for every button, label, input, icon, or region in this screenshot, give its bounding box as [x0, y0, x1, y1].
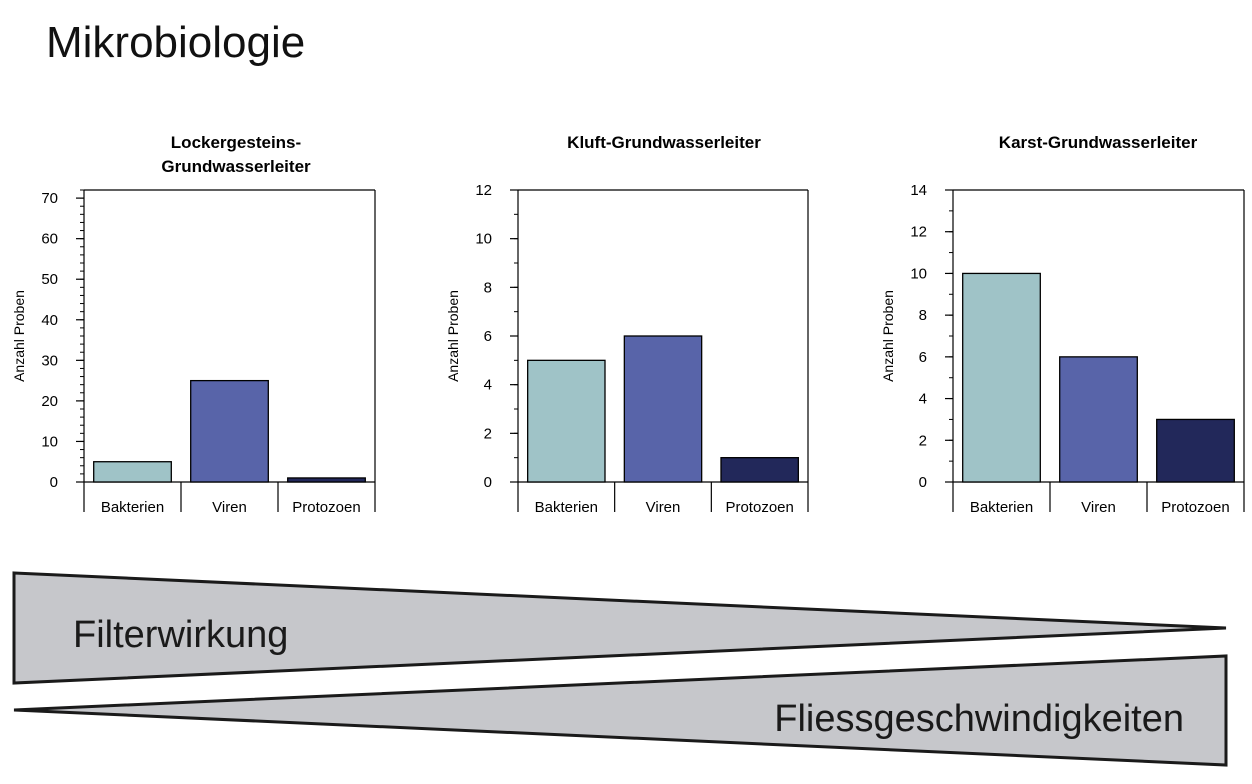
bar-bakterien: [527, 359, 606, 483]
bar-chart-1: Lockergesteins- Grundwasserleiter 0 10 20 30 4…: [11, 133, 376, 516]
y-tick-label: 40: [41, 312, 58, 329]
y-tick-label: 14: [910, 182, 927, 199]
page-title: Mikrobiologie: [46, 18, 306, 67]
fliessgeschwindigkeiten-wedge: [13, 654, 1228, 767]
bar-protozoen: [720, 457, 799, 483]
x-tick-label: Bakterien: [101, 499, 164, 516]
y-tick-label: 2: [919, 432, 927, 449]
y-tick-label: 12: [910, 224, 927, 241]
y-tick-label: 30: [41, 352, 58, 369]
fliessgeschwindigkeiten-label: Fliessgeschwindigkeiten: [774, 698, 1184, 740]
x-tick-label: Viren: [1081, 499, 1116, 516]
x-tick-label: Bakterien: [535, 499, 598, 516]
bar-protozoen: [1156, 418, 1235, 483]
filterwirkung-label: Filterwirkung: [73, 614, 288, 656]
y-tick-label: 10: [41, 433, 58, 450]
y-axis-label: Anzahl Proben: [11, 290, 27, 382]
y-tick-label: 8: [919, 307, 927, 324]
bar-viren: [190, 379, 269, 483]
filterwirkung-wedge: [12, 571, 1227, 685]
bar-bakterien: [93, 461, 172, 483]
bar-chart-2: Kluft-Grundwasserleiter 0 2 4 6 8 10 12 Anzahl P…: [445, 133, 809, 516]
bar-bakterien: [962, 272, 1041, 483]
chart-title: Lockergesteins-: [171, 133, 301, 152]
y-tick-label: 12: [475, 182, 492, 199]
y-tick-label: 10: [475, 231, 492, 248]
chart-title: Karst-Grundwasserleiter: [999, 133, 1198, 152]
y-tick-label: 20: [41, 393, 58, 410]
bar-viren: [623, 335, 703, 483]
y-tick-label: 6: [919, 349, 927, 366]
chart-title: Grundwasserleiter: [161, 157, 311, 176]
y-tick-label: 10: [910, 265, 927, 282]
y-tick-label: 4: [919, 391, 927, 408]
y-tick-label: 60: [41, 231, 58, 248]
y-tick-label: 2: [484, 425, 492, 442]
y-tick-label: 0: [484, 474, 492, 491]
x-tick-label: Bakterien: [970, 499, 1033, 516]
y-axis-label: Anzahl Proben: [445, 290, 461, 382]
y-tick-label: 70: [41, 190, 58, 207]
y-tick-label: 0: [919, 474, 927, 491]
y-tick-label: 6: [484, 328, 492, 345]
x-tick-label: Protozoen: [292, 499, 360, 516]
y-axis-label: Anzahl Proben: [880, 290, 896, 382]
x-tick-label: Protozoen: [725, 499, 793, 516]
y-tick-label: 8: [484, 279, 492, 296]
x-tick-label: Protozoen: [1161, 499, 1229, 516]
bar-viren: [1059, 356, 1138, 483]
bar-protozoen: [287, 477, 366, 483]
chart-title: Kluft-Grundwasserleiter: [567, 133, 761, 152]
y-tick-label: 50: [41, 271, 58, 288]
x-tick-label: Viren: [212, 499, 247, 516]
x-tick-label: Viren: [646, 499, 681, 516]
y-tick-label: 0: [50, 474, 58, 491]
y-tick-label: 4: [484, 377, 492, 394]
bar-chart-3: Karst-Grundwasserleiter 0 2 4 6 8 10 12 14 Anzahl…: [880, 133, 1245, 516]
